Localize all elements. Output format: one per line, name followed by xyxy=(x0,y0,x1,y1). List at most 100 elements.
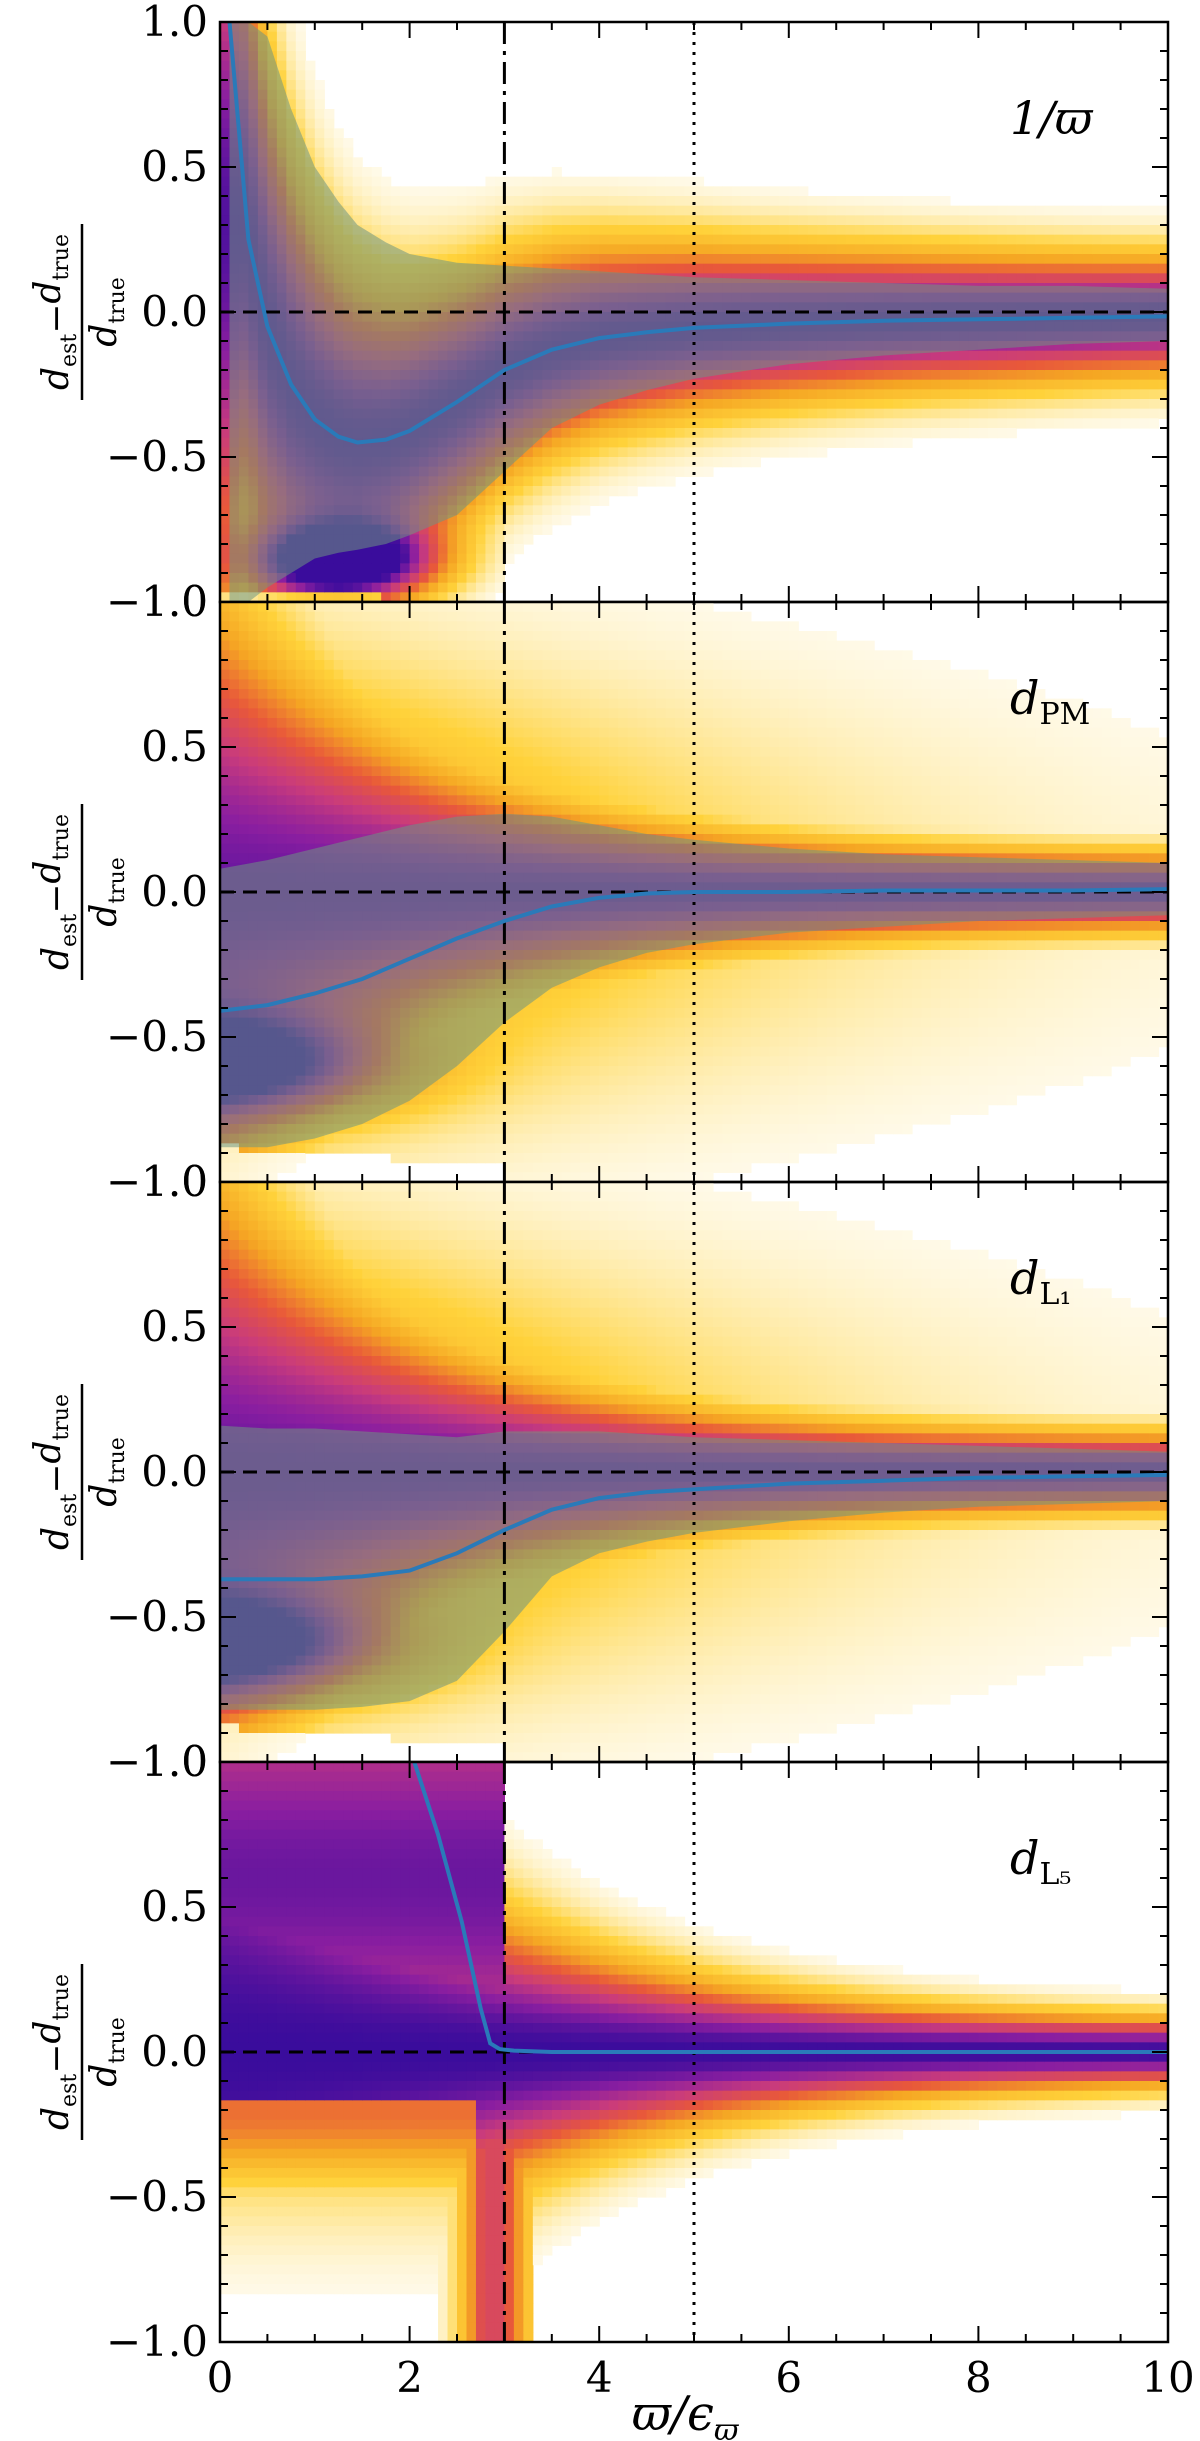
heatmap-cell xyxy=(627,466,638,477)
heatmap-cell xyxy=(513,466,524,477)
heatmap-cell xyxy=(485,186,496,197)
heatmap-cell xyxy=(229,853,240,864)
heatmap-cell xyxy=(286,747,297,758)
heatmap-cell xyxy=(523,205,534,216)
heatmap-cell xyxy=(248,737,259,748)
heatmap-cell xyxy=(1149,273,1160,284)
heatmap-cell xyxy=(220,360,231,371)
heatmap-cell xyxy=(1158,370,1168,381)
heatmap-cell xyxy=(940,379,951,390)
heatmap-cell xyxy=(352,727,363,738)
heatmap-cell xyxy=(599,254,610,265)
heatmap-cell xyxy=(419,1133,430,1144)
heatmap-cell xyxy=(817,196,828,207)
heatmap-cell xyxy=(646,389,657,400)
heatmap-cell xyxy=(646,408,657,419)
heatmap-cell xyxy=(276,708,287,719)
heatmap-cell xyxy=(532,244,543,255)
heatmap-cell xyxy=(1092,215,1103,226)
heatmap-cell xyxy=(447,718,458,729)
heatmap-cell xyxy=(447,747,458,758)
heatmap-cell xyxy=(997,205,1008,216)
heatmap-cell xyxy=(1054,418,1065,429)
heatmap-cell xyxy=(390,621,401,632)
heatmap-cell xyxy=(807,428,818,439)
heatmap-cell xyxy=(864,263,875,274)
heatmap-cell xyxy=(1025,418,1036,429)
heatmap-cell xyxy=(1139,234,1150,245)
heatmap-cell xyxy=(931,370,942,381)
heatmap-cell xyxy=(400,582,411,593)
heatmap-cell xyxy=(333,814,344,825)
heatmap-cell xyxy=(324,147,335,158)
heatmap-cell xyxy=(1158,350,1168,361)
heatmap-cell xyxy=(390,611,401,622)
heatmap-cell xyxy=(276,679,287,690)
heatmap-cell xyxy=(1111,370,1122,381)
heatmap-cell xyxy=(324,611,335,622)
heatmap-cell xyxy=(438,1124,449,1135)
heatmap-cell xyxy=(769,408,780,419)
heatmap-cell xyxy=(438,225,449,236)
heatmap-cell xyxy=(949,428,961,439)
heatmap-cell xyxy=(324,138,335,149)
heatmap-cell xyxy=(362,756,373,767)
heatmap-cell xyxy=(428,737,439,748)
heatmap-cell xyxy=(694,466,705,477)
heatmap-cell xyxy=(779,418,790,429)
heatmap-cell xyxy=(419,1104,430,1115)
heatmap-cell xyxy=(466,524,477,535)
heatmap-cell xyxy=(257,853,268,864)
heatmap-cell xyxy=(580,408,591,419)
heatmap-cell xyxy=(902,389,913,400)
heatmap-cell xyxy=(409,814,420,825)
heatmap-cell xyxy=(968,408,979,419)
heatmap-cell xyxy=(874,428,885,439)
heatmap-cell xyxy=(447,234,458,245)
heatmap-cell xyxy=(855,399,866,410)
heatmap-cell xyxy=(400,215,411,226)
heatmap-cell xyxy=(1006,428,1017,439)
heatmap-cell xyxy=(959,389,970,400)
heatmap-cell xyxy=(494,234,505,245)
heatmap-cell xyxy=(902,205,913,216)
heatmap-cell xyxy=(457,573,468,584)
heatmap-cell xyxy=(390,186,401,197)
heatmap-cell xyxy=(324,814,335,825)
heatmap-cell xyxy=(267,582,278,593)
heatmap-cell xyxy=(220,215,231,226)
heatmap-cell xyxy=(343,785,354,796)
heatmap-cell xyxy=(400,747,411,758)
heatmap-cell xyxy=(694,205,705,216)
heatmap-cell xyxy=(286,785,297,796)
heatmap-cell xyxy=(675,263,686,274)
heatmap-cell xyxy=(893,263,904,274)
heatmap-cell xyxy=(305,805,316,816)
heatmap-cell xyxy=(305,582,316,593)
heatmap-cell xyxy=(798,418,809,429)
heatmap-cell xyxy=(513,254,524,265)
heatmap-cell xyxy=(968,244,979,255)
heatmap-cell xyxy=(371,205,382,216)
heatmap-cell xyxy=(656,225,667,236)
heatmap-cell xyxy=(400,766,411,777)
heatmap-cell xyxy=(305,80,316,91)
heatmap-cell xyxy=(542,244,553,255)
heatmap-cell xyxy=(959,418,970,429)
heatmap-cell xyxy=(1082,360,1093,371)
heatmap-cell xyxy=(684,186,695,197)
heatmap-cell xyxy=(333,186,344,197)
heatmap-cell xyxy=(494,515,505,526)
heatmap-cell xyxy=(798,447,809,458)
heatmap-cell xyxy=(428,186,439,197)
heatmap-cell xyxy=(257,785,268,796)
heatmap-cell xyxy=(371,631,382,642)
heatmap-cell xyxy=(1016,399,1027,410)
heatmap-cell xyxy=(978,428,989,439)
heatmap-cell xyxy=(1006,408,1017,419)
heatmap-cell xyxy=(675,428,686,439)
heatmap-cell xyxy=(352,805,363,816)
heatmap-cell xyxy=(447,766,458,777)
heatmap-cell xyxy=(912,225,923,236)
heatmap-cell xyxy=(362,689,373,700)
